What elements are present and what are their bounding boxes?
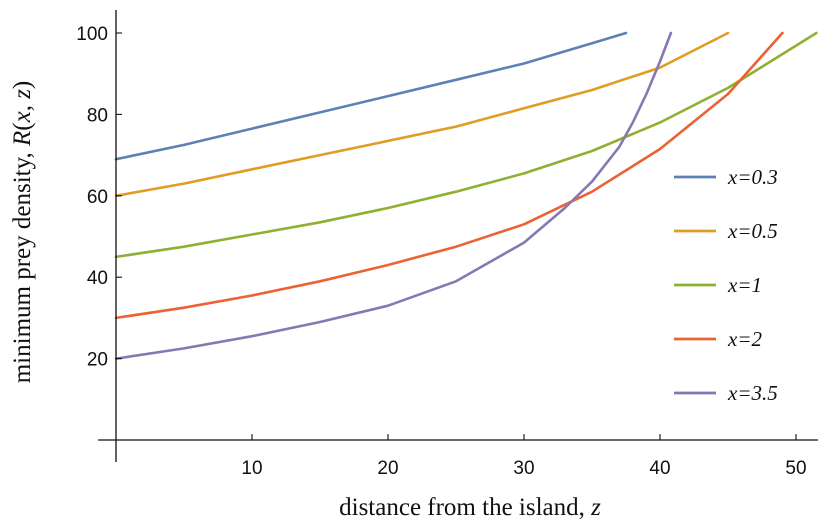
y-tick-label: 80 — [87, 105, 108, 126]
legend-label-1: x=0.3 — [727, 165, 778, 189]
y-axis-title: minimum prey density, R(x, z) — [9, 81, 36, 384]
series-line-1 — [114, 31, 628, 161]
legend-label-5: x=3.5 — [727, 381, 778, 405]
y-tick-label: 60 — [87, 187, 108, 208]
x-tick-label: 20 — [377, 458, 398, 479]
legend-label-3: x=1 — [727, 273, 762, 297]
series-line-3 — [114, 31, 818, 259]
x-tick-label: 40 — [649, 458, 670, 479]
x-tick-label: 30 — [513, 458, 534, 479]
x-tick-label: 50 — [785, 458, 806, 479]
y-tick-label: 100 — [76, 24, 108, 45]
axes — [98, 10, 818, 462]
legend-label-4: x=2 — [727, 327, 762, 351]
x-tick-label: 10 — [241, 458, 262, 479]
series-line-2 — [114, 31, 730, 198]
y-tick-label: 20 — [87, 350, 108, 371]
legend-label-2: x=0.5 — [727, 219, 778, 243]
legend: x=0.3 x=0.5 x=1 x=2 x=3.5 — [674, 165, 778, 405]
series-line-4 — [114, 31, 784, 320]
series-line-5 — [114, 31, 673, 360]
y-tick-label: 40 — [87, 268, 108, 289]
x-axis-title: distance from the island, z — [339, 494, 601, 521]
ticks: 10 20 30 40 50 20 40 60 80 100 — [76, 24, 806, 479]
series-layer — [114, 31, 818, 360]
